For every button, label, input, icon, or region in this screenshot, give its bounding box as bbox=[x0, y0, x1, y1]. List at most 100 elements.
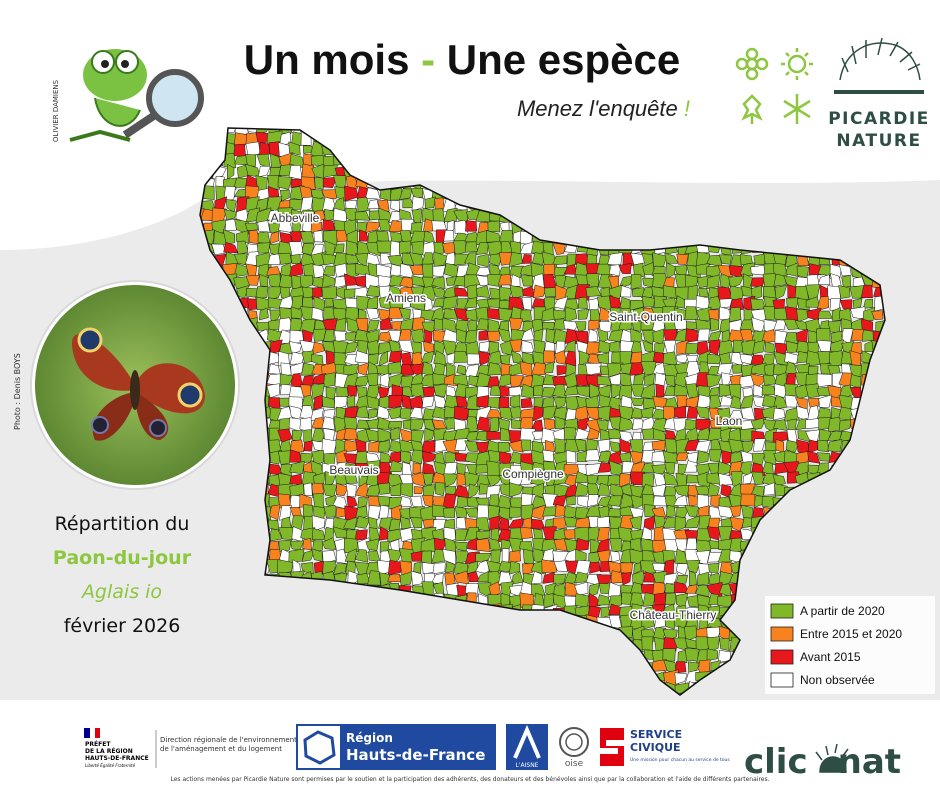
commune bbox=[773, 273, 787, 287]
commune bbox=[860, 284, 873, 298]
commune bbox=[719, 128, 732, 136]
commune bbox=[708, 505, 722, 521]
commune bbox=[200, 164, 204, 180]
commune bbox=[244, 222, 259, 231]
commune bbox=[332, 142, 347, 156]
commune bbox=[323, 372, 336, 388]
commune bbox=[257, 165, 271, 178]
commune bbox=[563, 320, 580, 331]
cliconat-part: clic bbox=[744, 742, 808, 782]
commune bbox=[706, 648, 718, 662]
commune bbox=[509, 317, 524, 333]
commune bbox=[368, 505, 382, 521]
commune bbox=[542, 128, 558, 135]
commune bbox=[805, 141, 820, 158]
commune bbox=[388, 306, 402, 319]
commune bbox=[487, 330, 500, 343]
legend-swatch bbox=[770, 626, 794, 642]
commune bbox=[641, 636, 654, 651]
commune bbox=[795, 131, 811, 147]
commune bbox=[486, 560, 503, 574]
commune bbox=[211, 142, 228, 156]
commune bbox=[267, 174, 282, 190]
commune bbox=[761, 394, 776, 408]
commune bbox=[402, 164, 415, 178]
commune bbox=[365, 187, 381, 200]
logo-text: NATURE bbox=[836, 131, 921, 151]
commune bbox=[311, 197, 326, 213]
commune bbox=[607, 450, 623, 465]
legend-label: Non observée bbox=[800, 673, 875, 687]
commune bbox=[464, 297, 477, 309]
commune bbox=[410, 154, 426, 169]
commune bbox=[596, 128, 613, 133]
commune bbox=[773, 319, 787, 331]
commune bbox=[476, 285, 491, 298]
commune bbox=[499, 142, 510, 158]
commune bbox=[466, 284, 478, 300]
commune bbox=[753, 438, 766, 452]
commune bbox=[489, 416, 500, 432]
commune bbox=[629, 362, 644, 376]
commune bbox=[618, 473, 631, 488]
commune bbox=[389, 130, 404, 143]
commune bbox=[387, 406, 403, 420]
commune bbox=[763, 306, 777, 321]
region-text: Région bbox=[346, 731, 393, 745]
commune bbox=[520, 439, 532, 452]
commune bbox=[267, 253, 282, 265]
commune bbox=[554, 128, 569, 135]
commune bbox=[763, 130, 778, 143]
commune bbox=[245, 274, 260, 286]
commune bbox=[805, 153, 820, 166]
commune bbox=[545, 328, 556, 345]
commune bbox=[323, 164, 338, 178]
commune bbox=[618, 405, 634, 421]
commune bbox=[860, 165, 874, 179]
subtitle: Menez l'enquête ! bbox=[517, 96, 690, 121]
commune bbox=[367, 516, 378, 529]
commune bbox=[409, 517, 423, 529]
commune bbox=[578, 350, 589, 367]
commune bbox=[366, 296, 379, 310]
legend-label: Avant 2015 bbox=[800, 650, 861, 664]
commune bbox=[486, 474, 503, 488]
commune bbox=[630, 328, 643, 345]
commune bbox=[838, 285, 851, 299]
commune bbox=[577, 417, 590, 432]
commune bbox=[300, 362, 316, 376]
commune bbox=[442, 156, 459, 169]
commune bbox=[697, 328, 710, 342]
commune bbox=[708, 339, 721, 356]
commune bbox=[555, 143, 567, 156]
commune bbox=[838, 264, 852, 277]
commune bbox=[490, 549, 501, 563]
commune bbox=[651, 417, 667, 432]
commune bbox=[565, 449, 577, 464]
commune bbox=[618, 128, 634, 133]
commune bbox=[597, 482, 610, 496]
commune bbox=[522, 128, 535, 134]
commune bbox=[849, 163, 864, 179]
commune bbox=[663, 132, 678, 144]
commune bbox=[741, 130, 754, 146]
commune bbox=[818, 133, 833, 145]
commune bbox=[544, 439, 556, 453]
commune bbox=[740, 128, 753, 136]
commune bbox=[729, 505, 742, 518]
commune bbox=[432, 166, 446, 180]
commune bbox=[795, 143, 809, 158]
commune bbox=[784, 131, 799, 145]
commune bbox=[245, 141, 261, 157]
commune bbox=[662, 516, 679, 528]
commune bbox=[333, 330, 348, 342]
legend-label: A partir de 2020 bbox=[800, 604, 885, 618]
commune bbox=[333, 243, 345, 254]
commune bbox=[563, 152, 580, 166]
commune bbox=[344, 471, 358, 484]
commune bbox=[662, 450, 678, 464]
commune bbox=[387, 163, 403, 178]
commune bbox=[577, 308, 590, 320]
commune bbox=[554, 165, 567, 180]
commune bbox=[554, 154, 569, 168]
